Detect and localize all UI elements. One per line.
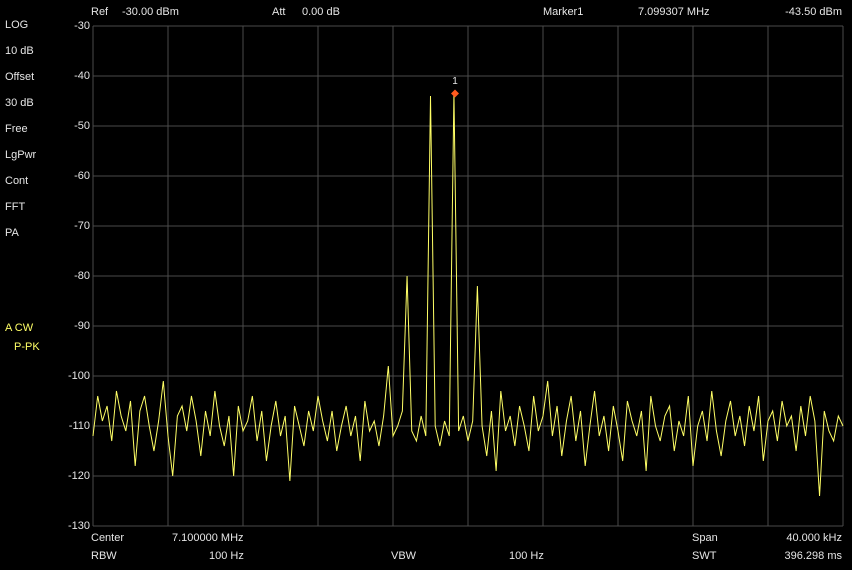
sidebar-item: Cont — [5, 175, 28, 187]
trace-info: P-PK — [14, 341, 40, 353]
marker-freq: 7.099307 MHz — [638, 6, 710, 18]
y-tick-label: -130 — [68, 520, 90, 532]
swt-value: 396.298 ms — [785, 550, 843, 562]
y-tick-label: -30 — [74, 20, 90, 32]
y-tick-label: -90 — [74, 320, 90, 332]
y-tick-label: -40 — [74, 70, 90, 82]
trace — [92, 93, 844, 497]
y-tick-label: -120 — [68, 470, 90, 482]
marker-level: -43.50 dBm — [785, 6, 842, 18]
marker — [451, 89, 460, 98]
marker-label: Marker1 — [543, 6, 583, 18]
y-tick-label: -70 — [74, 220, 90, 232]
rbw-value: 100 Hz — [209, 550, 244, 562]
sidebar-item: FFT — [5, 201, 25, 213]
center-value: 7.100000 MHz — [172, 532, 244, 544]
rbw-label: RBW — [91, 550, 117, 562]
y-tick-label: -100 — [68, 370, 90, 382]
y-tick-label: -110 — [69, 420, 90, 432]
y-tick-label: -60 — [74, 170, 90, 182]
sidebar-item: Free — [5, 123, 28, 135]
y-tick-label: -80 — [74, 270, 90, 282]
vbw-label: VBW — [391, 550, 417, 562]
y-tick-label: -50 — [74, 120, 90, 132]
swt-label: SWT — [692, 550, 717, 562]
vbw-value: 100 Hz — [509, 550, 544, 562]
ref-label: Ref — [91, 6, 109, 18]
span-value: 40.000 kHz — [786, 532, 842, 544]
center-label: Center — [91, 532, 124, 544]
att-value: 0.00 dB — [302, 6, 340, 18]
sidebar-item: Offset — [5, 71, 34, 83]
ref-value: -30.00 dBm — [122, 6, 179, 18]
trace-info: A CW — [5, 322, 34, 334]
sidebar-item: LOG — [5, 19, 28, 31]
att-label: Att — [272, 6, 285, 18]
marker-number: 1 — [452, 76, 458, 87]
sidebar-item: PA — [5, 227, 20, 239]
sidebar-item: LgPwr — [5, 149, 37, 161]
sidebar-item: 10 dB — [5, 45, 34, 57]
sidebar-item: 30 dB — [5, 97, 34, 109]
span-label: Span — [692, 532, 718, 544]
